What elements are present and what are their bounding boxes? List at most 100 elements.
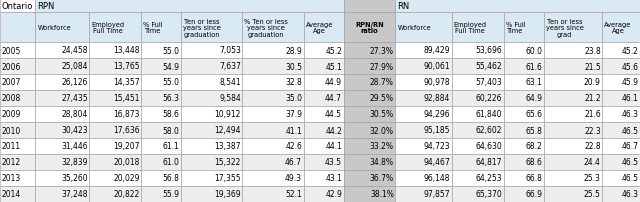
Bar xyxy=(504,90,543,106)
Text: 61.1: 61.1 xyxy=(163,142,180,151)
Bar xyxy=(90,138,141,154)
Text: 66.9: 66.9 xyxy=(525,189,542,199)
Bar xyxy=(602,13,640,43)
Bar xyxy=(543,154,602,170)
Text: 46.3: 46.3 xyxy=(621,189,639,199)
Text: Employed
Full Time: Employed Full Time xyxy=(454,22,487,34)
Bar xyxy=(344,170,396,186)
Text: Average
Age: Average Age xyxy=(604,22,632,34)
Bar xyxy=(181,186,243,202)
Bar xyxy=(396,13,452,43)
Bar xyxy=(504,43,543,59)
Bar xyxy=(0,154,35,170)
Text: 43.5: 43.5 xyxy=(325,158,342,167)
Text: 56.8: 56.8 xyxy=(163,174,180,183)
Text: 21.5: 21.5 xyxy=(584,62,601,71)
Text: 66.8: 66.8 xyxy=(525,174,542,183)
Text: 46.5: 46.5 xyxy=(621,158,639,167)
Text: 23.8: 23.8 xyxy=(584,46,601,55)
Text: 9,584: 9,584 xyxy=(219,94,241,103)
Bar xyxy=(344,43,396,59)
Bar xyxy=(452,154,504,170)
Text: 57,403: 57,403 xyxy=(476,78,502,87)
Bar xyxy=(181,13,243,43)
Text: 55.9: 55.9 xyxy=(163,189,180,199)
Bar xyxy=(452,43,504,59)
Text: 68.2: 68.2 xyxy=(525,142,542,151)
Bar xyxy=(303,59,344,75)
Text: 34.8%: 34.8% xyxy=(370,158,394,167)
Bar xyxy=(543,122,602,138)
Text: 13,387: 13,387 xyxy=(214,142,241,151)
Bar xyxy=(396,122,452,138)
Text: Workforce: Workforce xyxy=(37,25,71,31)
Text: 10,912: 10,912 xyxy=(214,110,241,119)
Text: 20,822: 20,822 xyxy=(113,189,140,199)
Text: 44.2: 44.2 xyxy=(325,126,342,135)
Text: 28.9: 28.9 xyxy=(285,46,302,55)
Bar xyxy=(35,0,344,13)
Bar xyxy=(452,138,504,154)
Bar xyxy=(303,90,344,106)
Bar xyxy=(35,154,90,170)
Text: 43.1: 43.1 xyxy=(325,174,342,183)
Text: 2010: 2010 xyxy=(2,126,21,135)
Text: 46.5: 46.5 xyxy=(621,174,639,183)
Bar xyxy=(504,13,543,43)
Text: 90,061: 90,061 xyxy=(424,62,451,71)
Text: 21.2: 21.2 xyxy=(584,94,601,103)
Text: 44.7: 44.7 xyxy=(325,94,342,103)
Bar xyxy=(303,154,344,170)
Text: Ten or less
years since
graduation: Ten or less years since graduation xyxy=(183,18,221,37)
Bar xyxy=(344,13,396,43)
Text: 33.2%: 33.2% xyxy=(370,142,394,151)
Text: % Full
Time: % Full Time xyxy=(506,22,525,34)
Bar xyxy=(0,138,35,154)
Bar xyxy=(344,186,396,202)
Bar xyxy=(452,90,504,106)
Text: 46.1: 46.1 xyxy=(621,94,639,103)
Bar xyxy=(602,186,640,202)
Bar xyxy=(452,13,504,43)
Bar xyxy=(243,43,303,59)
Text: 64.9: 64.9 xyxy=(525,94,542,103)
Text: Ten or less
years since
grad: Ten or less years since grad xyxy=(545,18,584,37)
Bar xyxy=(602,154,640,170)
Text: 19,369: 19,369 xyxy=(214,189,241,199)
Bar xyxy=(0,122,35,138)
Bar xyxy=(243,106,303,122)
Text: 17,636: 17,636 xyxy=(113,126,140,135)
Bar xyxy=(0,0,35,13)
Text: 94,296: 94,296 xyxy=(424,110,451,119)
Text: 2011: 2011 xyxy=(2,142,21,151)
Text: 94,723: 94,723 xyxy=(424,142,451,151)
Bar xyxy=(452,170,504,186)
Text: 65.8: 65.8 xyxy=(525,126,542,135)
Text: RPN/RN
ratio: RPN/RN ratio xyxy=(355,22,384,34)
Bar xyxy=(243,186,303,202)
Bar xyxy=(181,106,243,122)
Bar xyxy=(396,154,452,170)
Text: 44.1: 44.1 xyxy=(325,142,342,151)
Text: 37.9: 37.9 xyxy=(285,110,302,119)
Text: 25,084: 25,084 xyxy=(61,62,88,71)
Bar xyxy=(35,59,90,75)
Bar xyxy=(396,0,640,13)
Bar xyxy=(396,90,452,106)
Text: 32.0%: 32.0% xyxy=(370,126,394,135)
Bar xyxy=(543,186,602,202)
Text: 96,148: 96,148 xyxy=(424,174,451,183)
Text: 30,423: 30,423 xyxy=(61,126,88,135)
Bar xyxy=(90,170,141,186)
Bar xyxy=(243,122,303,138)
Bar xyxy=(141,75,181,90)
Bar xyxy=(602,75,640,90)
Bar xyxy=(35,170,90,186)
Bar xyxy=(543,138,602,154)
Text: 24.4: 24.4 xyxy=(584,158,601,167)
Text: 25.5: 25.5 xyxy=(584,189,601,199)
Bar xyxy=(181,43,243,59)
Bar xyxy=(602,122,640,138)
Text: 46.5: 46.5 xyxy=(621,126,639,135)
Bar xyxy=(90,186,141,202)
